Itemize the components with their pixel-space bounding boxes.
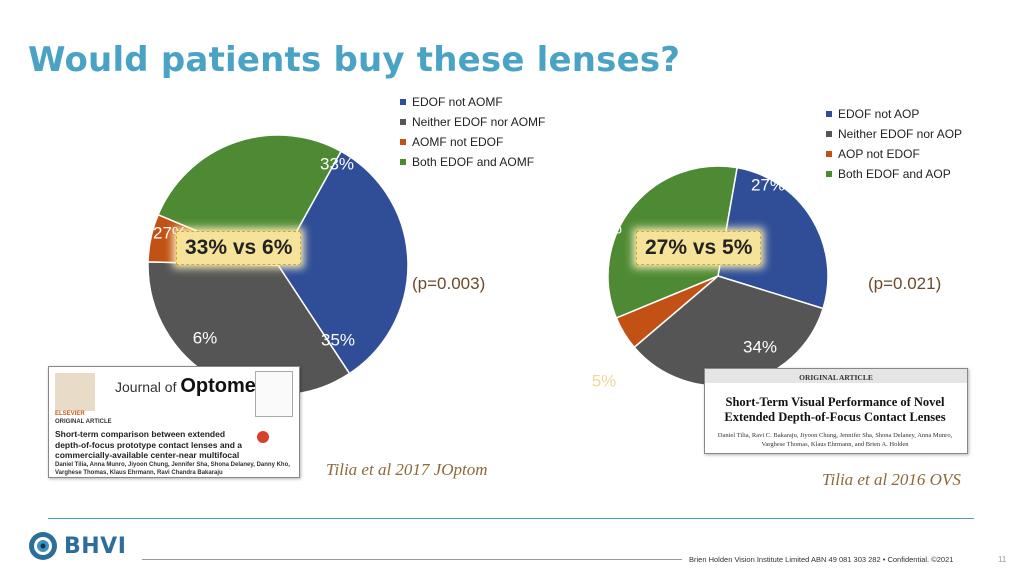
legend-item: Both EDOF and AOP (826, 164, 962, 184)
legend-swatch (400, 159, 406, 165)
journal-cover-image (255, 371, 293, 417)
legend-swatch (400, 119, 406, 125)
pie-data-label: 27% (751, 175, 785, 194)
legend-item: Both EDOF and AOMF (400, 152, 545, 172)
legend-swatch (826, 111, 832, 117)
crossmark-icon (257, 431, 269, 443)
pie-chart-left: 33%35%6%27% (147, 134, 409, 396)
paper-authors: Daniel Tilia, Anna Munro, Jiyoon Chung, … (55, 462, 290, 476)
pie-slice-1 (717, 166, 829, 310)
legend-swatch (826, 171, 832, 177)
pie-data-label: 34% (743, 337, 777, 356)
legend-item: Neither EDOF nor AOMF (400, 112, 545, 132)
pie-data-label: 6% (193, 328, 218, 347)
journal-prefix: Journal of (115, 379, 177, 395)
legend-item: EDOF not AOMF (400, 92, 545, 112)
legend-swatch (400, 139, 406, 145)
bhvi-eye-icon (29, 532, 57, 560)
legend-label: Neither EDOF nor AOMF (412, 115, 546, 129)
page-number: 11 (998, 555, 1007, 564)
paper-thumbnail-joptom: ELSEVIER Journal of Optometry ORIGINAL A… (48, 366, 300, 478)
footer-line (142, 559, 682, 560)
divider-line (48, 518, 974, 519)
legend-label: EDOF not AOP (838, 107, 920, 121)
pie-data-label: 34% (588, 218, 622, 237)
paper-section: ORIGINAL ARTICLE (799, 373, 873, 382)
pie-chart-right: 27% 34% 5% 34% (588, 165, 829, 390)
paper-title: Short-Term Visual Performance of Novel E… (724, 395, 946, 424)
legend-swatch (400, 99, 406, 105)
legend-label: Both EDOF and AOMF (412, 155, 535, 169)
legend-label: Both EDOF and AOP (838, 167, 951, 181)
callout-right: 27% vs 5% (636, 231, 762, 265)
brand-name: BHVI (64, 533, 127, 559)
paper-section: ORIGINAL ARTICLE (55, 419, 112, 425)
legend-item: Neither EDOF nor AOP (826, 124, 962, 144)
paper-thumbnail-ovs: ORIGINAL ARTICLE Short-Term Visual Perfo… (704, 368, 968, 454)
pie-data-label: 5% (592, 371, 617, 390)
legend-label: Neither EDOF nor AOP (838, 127, 963, 141)
paper-title: Short-term comparison between extended d… (55, 429, 243, 460)
legend-item: AOP not EDOF (826, 144, 962, 164)
publisher-label: ELSEVIER (55, 411, 85, 417)
paper-header-band (705, 369, 967, 383)
bhvi-logo: BHVI (28, 531, 126, 561)
legend-label: AOMF not EDOF (412, 135, 504, 149)
slide-title: Would patients buy these lenses? (28, 40, 681, 80)
pie-data-label: 35% (321, 330, 355, 349)
elsevier-logo (55, 373, 95, 411)
callout-left: 33% vs 6% (176, 231, 302, 265)
legend-label: EDOF not AOMF (412, 95, 503, 109)
footer-text: Brien Holden Vision Institute Limited AB… (689, 555, 954, 564)
legend-label: AOP not EDOF (838, 147, 920, 161)
legend-right: EDOF not AOP Neither EDOF nor AOP AOP not … (826, 104, 962, 184)
legend-item: EDOF not AOP (826, 104, 962, 124)
legend-left: EDOF not AOMF Neither EDOF nor AOMF AOMF n… (400, 92, 545, 172)
pie-data-label: 33% (320, 154, 354, 173)
citation-right: Tilia et al 2016 OVS (822, 470, 961, 489)
p-value-left: (p=0.003) (412, 274, 486, 293)
citation-left: Tilia et al 2017 JOptom (326, 460, 488, 479)
legend-item: AOMF not EDOF (400, 132, 545, 152)
paper-authors: Daniel Tilia, Ravi C. Bakaraju, Jiyoon C… (717, 432, 953, 448)
legend-swatch (826, 131, 832, 137)
legend-swatch (826, 151, 832, 157)
p-value-right: (p=0.021) (868, 274, 942, 293)
